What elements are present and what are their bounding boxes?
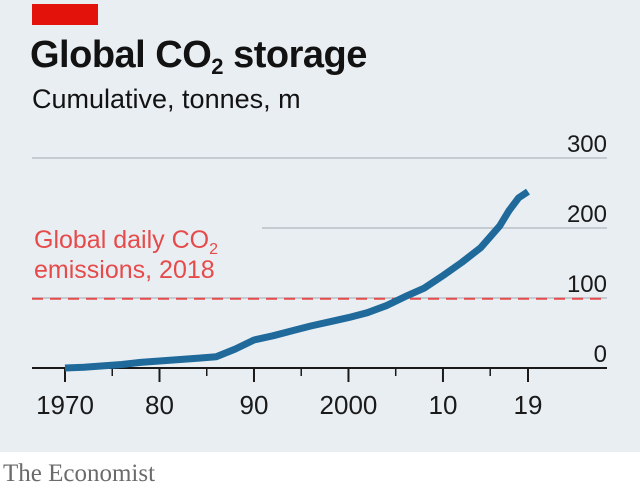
chart-subtitle: Cumulative, tonnes, m [32,84,301,114]
annotation-label-line2: emissions, 2018 [34,256,215,284]
annotation-label-line1: Global daily CO2 [34,226,218,258]
x-axis [32,367,607,382]
title-subscript: 2 [211,54,224,79]
chart-plot: 0 100 200 300 1970 80 90 2000 10 19 Global daily… [32,131,607,420]
series-line-co2-storage [64,188,530,372]
title-prefix: Global CO [30,34,212,76]
annotation-prefix: Global daily CO [34,226,209,254]
y-tick-label: 200 [567,201,607,228]
y-tick-label: 0 [594,341,607,368]
y-tick-label: 100 [567,271,607,298]
x-tick-label: 90 [240,390,269,420]
series-layer [64,188,530,372]
chart-title: Global CO2 storage [30,34,367,79]
y-tick-label: 300 [567,131,607,158]
x-tick-label: 10 [428,390,457,420]
brand-tag [32,4,98,25]
title-suffix: storage [223,34,367,76]
source-credit: The Economist [3,460,156,487]
x-tick-labels: 1970 80 90 2000 10 19 [36,390,542,420]
x-tick-label: 2000 [320,390,378,420]
x-tick-label: 1970 [36,390,94,420]
chart-panel [0,0,640,452]
y-tick-labels: 0 100 200 300 [567,131,607,368]
x-tick-label: 80 [145,390,174,420]
annotation-subscript: 2 [209,241,218,258]
x-tick-label: 19 [514,390,543,420]
